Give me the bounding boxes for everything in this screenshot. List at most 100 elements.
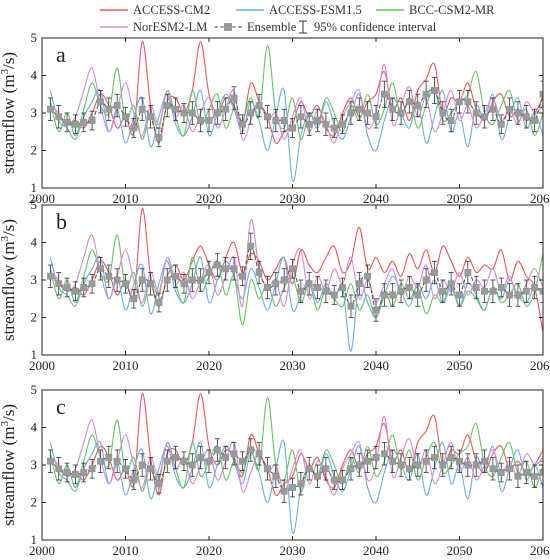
ensemble-point-b-2019: [197, 276, 205, 284]
ensemble-point-a-2033: [314, 117, 321, 124]
ensemble-point-a-2057: [514, 109, 522, 117]
ensemble-point-a-2019: [197, 117, 205, 124]
legend-item-confidence-interval: 95% confidence interval: [299, 20, 437, 34]
panel-letter-a: a: [56, 42, 66, 67]
ensemble-point-a-2017: [180, 109, 188, 117]
ensemble-point-b-2023: [230, 265, 238, 273]
ensemble-point-a-2059: [531, 117, 539, 124]
ensemble-point-b-2029: [280, 276, 288, 284]
ensemble-point-b-2011: [130, 295, 138, 303]
ensemble-point-c-2055: [497, 469, 505, 476]
ensemble-point-a-2038: [355, 105, 363, 113]
ensemble-point-b-2001: [46, 272, 54, 280]
ensemble-point-b-2018: [188, 276, 196, 284]
plot-area-c: [46, 393, 543, 534]
ensemble-point-b-2039: [364, 272, 372, 280]
ensemble-point-b-2052: [472, 284, 480, 291]
ensemble-point-c-2032: [305, 465, 313, 473]
ci-bar-c-2060: [540, 460, 543, 485]
ensemble-point-c-2021: [213, 446, 221, 454]
ensemble-point-c-2043: [397, 461, 405, 469]
ensemble-point-c-2027: [264, 465, 271, 473]
legend-label-ensemble: Ensemble: [247, 20, 297, 34]
panel-b: 2000 2010 2020 2030 2040 2050 2060 1 2 3 4 5 streamf…: [0, 197, 550, 373]
ci-bar-a-2060: [540, 80, 543, 108]
ensemble-point-c-2035: [330, 476, 338, 484]
ensemble-point-b-2003: [63, 284, 71, 291]
ensemble-point-b-2017: [180, 280, 188, 288]
x-tick-label-b: 2050: [447, 358, 473, 373]
y-axis-title-b: streamflow (m3/s): [0, 219, 18, 341]
ensemble-point-c-2011: [130, 476, 138, 484]
ensemble-point-a-2039: [364, 109, 372, 117]
series-line-noresm2-lm-b: [49, 219, 543, 307]
ensemble-point-a-2002: [55, 113, 63, 121]
x-tick-label-b: 2030: [280, 358, 306, 373]
ensemble-point-c-2058: [522, 469, 530, 476]
y-tick-label-c: 5: [31, 382, 38, 397]
ensemble-point-c-2006: [88, 465, 96, 473]
ensemble-point-c-2045: [414, 461, 422, 469]
y-tick-label-b: 3: [31, 272, 38, 287]
ensemble-point-b-2057: [514, 291, 522, 299]
ensemble-point-b-2004: [71, 287, 79, 295]
ensemble-point-b-2014: [155, 299, 163, 306]
ensemble-point-c-2026: [255, 450, 263, 458]
ensemble-point-b-2024: [238, 272, 246, 280]
ensemble-point-a-2056: [506, 105, 513, 113]
y-tick-label-b: 5: [31, 197, 38, 212]
ensemble-point-a-2035: [330, 124, 338, 132]
ensemble-point-b-2048: [439, 287, 447, 295]
x-tick-label-b: 2040: [363, 358, 389, 373]
ensemble-point-a-2044: [406, 98, 413, 106]
legend: ACCESS-CM2 ACCESS-ESM1.5 BCC-CSM2-MR Nor…: [100, 3, 495, 34]
y-tick-label-c: 1: [31, 532, 38, 547]
ensemble-point-a-2058: [522, 113, 530, 121]
ensemble-point-a-2006: [88, 117, 96, 124]
ensemble-point-a-2007: [97, 98, 104, 106]
x-tick-label-c: 2010: [113, 543, 139, 558]
ensemble-point-c-2034: [322, 465, 330, 473]
ensemble-point-a-2009: [113, 102, 121, 109]
series-line-bcc-csm2-mr-a: [49, 44, 543, 140]
ensemble-point-a-2008: [105, 105, 113, 113]
ensemble-point-b-2012: [138, 276, 146, 284]
legend-item-access-esm15: ACCESS-ESM1.5: [236, 3, 362, 17]
ensemble-point-b-2036: [339, 284, 346, 291]
x-tick-label-c: 2040: [363, 543, 389, 558]
ensemble-point-c-2056: [506, 465, 513, 473]
series-line-noresm2-lm-a: [49, 63, 543, 144]
ensemble-point-b-2010: [122, 280, 129, 288]
panel-letter-b: b: [56, 209, 67, 234]
ensemble-point-b-2026: [255, 269, 263, 276]
x-tick-label-c: 2020: [196, 543, 222, 558]
ensemble-point-a-2013: [147, 113, 154, 121]
ensemble-point-b-2030: [289, 265, 296, 273]
x-tick-label-a: 2010: [113, 191, 139, 206]
ensemble-point-b-2038: [355, 280, 363, 288]
x-tick-label-c: 2050: [447, 543, 473, 558]
ensemble-point-c-2057: [514, 472, 522, 480]
ensemble-point-c-2003: [63, 469, 71, 476]
x-tick-label-c: 2000: [29, 543, 55, 558]
ensemble-point-a-2052: [472, 109, 480, 117]
x-tick-label-c: 2030: [280, 543, 306, 558]
legend-item-bcc-csm2-mr: BCC-CSM2-MR: [376, 3, 495, 17]
ensemble-point-a-2027: [264, 113, 271, 121]
ensemble-point-b-2022: [222, 265, 230, 273]
ensemble-point-c-2031: [297, 480, 305, 488]
ensemble-point-c-2001: [46, 457, 54, 465]
ensemble-point-a-2005: [80, 118, 88, 126]
ensemble-point-b-2021: [213, 261, 221, 269]
legend-item-noresm2-lm: NorESM2-LM: [100, 20, 207, 34]
ensemble-point-b-2041: [380, 291, 388, 299]
panels: 2000 2010 2020 2030 2040 2050 2060 1 2 3 4 5 streamf…: [0, 30, 550, 558]
x-tick-label-a: 2020: [196, 191, 222, 206]
panel-letter-c: c: [56, 394, 66, 419]
ensemble-point-c-2046: [422, 457, 430, 465]
ensemble-point-c-2050: [456, 457, 463, 465]
ensemble-point-c-2028: [272, 472, 280, 480]
plot-area-a: [46, 41, 543, 182]
ensemble-point-b-2013: [147, 280, 154, 288]
